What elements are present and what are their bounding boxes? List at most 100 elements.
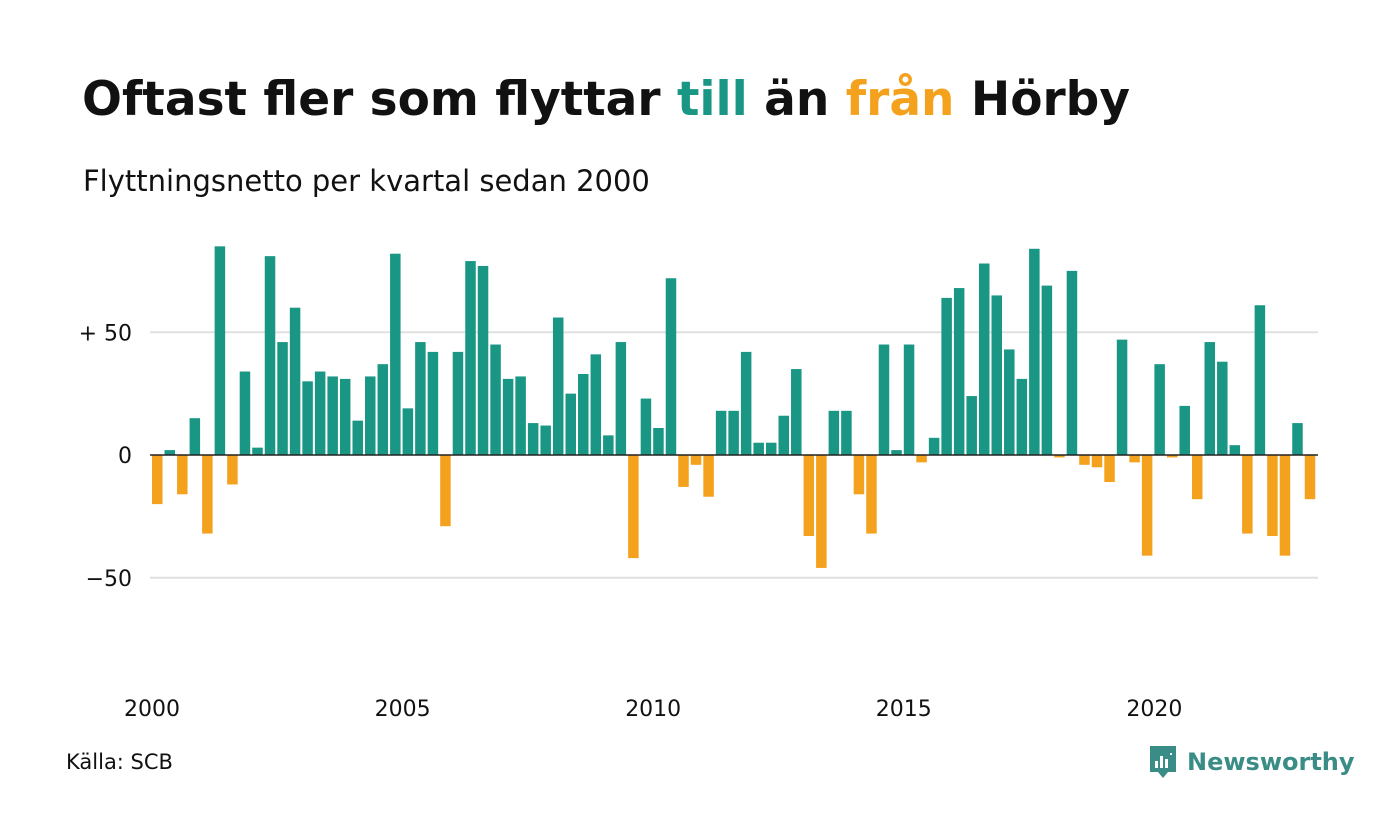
title-part-3: Hörby <box>970 72 1130 127</box>
bar <box>1166 455 1178 458</box>
bar <box>1254 305 1266 455</box>
bar <box>1217 361 1228 455</box>
bar <box>427 351 439 455</box>
bar <box>1242 455 1253 534</box>
bar <box>816 455 827 568</box>
bar <box>365 376 376 455</box>
bar <box>502 378 514 455</box>
bar <box>527 423 539 455</box>
bar <box>1066 270 1078 455</box>
bar <box>452 351 464 455</box>
bar <box>703 455 714 497</box>
bar <box>828 410 840 455</box>
bar <box>728 410 739 455</box>
bar <box>690 455 702 465</box>
bar <box>903 344 915 455</box>
bar <box>653 427 664 455</box>
bar <box>327 376 338 455</box>
bar <box>1304 455 1316 500</box>
bar <box>590 354 602 455</box>
bar <box>1004 349 1015 455</box>
bar <box>978 263 990 455</box>
bar <box>765 442 777 455</box>
bar <box>966 396 977 455</box>
x-tick-label: 2010 <box>625 697 681 722</box>
bar <box>578 373 589 455</box>
brand-logo[interactable]: Newsworthy <box>1148 742 1355 782</box>
bar <box>1191 455 1203 500</box>
bar <box>1279 455 1291 556</box>
bar <box>1229 445 1241 455</box>
bar <box>866 455 877 534</box>
bar <box>239 371 251 455</box>
bar <box>665 278 677 455</box>
y-tick-label: −50 <box>86 567 132 592</box>
bar <box>891 450 902 455</box>
bar <box>1267 455 1278 537</box>
bar <box>778 415 789 455</box>
bar <box>1204 342 1216 455</box>
bar <box>314 371 326 455</box>
bar <box>214 246 226 455</box>
x-tick-label: 2000 <box>124 697 180 722</box>
source-note: Källa: SCB <box>66 750 173 774</box>
bar <box>1141 455 1153 556</box>
bar <box>1016 378 1028 455</box>
bar <box>1154 364 1165 455</box>
x-tick-label: 2005 <box>375 697 431 722</box>
bar <box>152 455 163 505</box>
bar <box>164 450 176 455</box>
bar <box>339 378 351 455</box>
bar <box>490 344 501 455</box>
bar <box>1104 455 1115 483</box>
title-part-1: Oftast fler som flyttar <box>82 72 661 127</box>
bar <box>928 437 940 455</box>
bar <box>916 455 927 463</box>
bar <box>302 381 313 455</box>
x-tick-label: 2015 <box>876 697 932 722</box>
bar <box>878 344 890 455</box>
y-tick-label: 0 <box>118 444 132 469</box>
bar-chart: + 50 0 −50 2000 2005 2010 2015 2020 <box>79 246 1318 722</box>
bar <box>440 455 451 527</box>
brand-name: Newsworthy <box>1187 748 1355 776</box>
bar <box>552 317 564 455</box>
title-highlight-till: till <box>676 72 748 127</box>
bar <box>540 425 551 455</box>
bar <box>289 307 301 455</box>
bar <box>740 351 752 455</box>
bar <box>615 342 627 455</box>
newsworthy-logo-icon <box>1150 746 1176 778</box>
bar <box>515 376 526 455</box>
bar <box>477 265 489 455</box>
bar <box>352 420 363 455</box>
bar <box>565 393 576 455</box>
bar <box>991 295 1003 455</box>
chart-title: Oftast fler som flyttar till än från Hör… <box>82 72 1130 127</box>
bar <box>1116 339 1128 455</box>
title-highlight-fran: från <box>845 72 955 127</box>
bar <box>402 408 414 455</box>
bar <box>791 369 802 455</box>
bar <box>1041 285 1053 455</box>
bar <box>628 455 639 559</box>
bar <box>390 253 401 455</box>
bar <box>715 410 727 455</box>
bar <box>189 418 201 455</box>
bar <box>277 342 288 455</box>
bar <box>678 455 689 487</box>
bar <box>177 455 188 495</box>
chart-subtitle: Flyttningsnetto per kvartal sedan 2000 <box>83 164 650 198</box>
bar <box>377 364 389 455</box>
x-tick-label: 2020 <box>1126 697 1182 722</box>
bar <box>1091 455 1103 468</box>
bar <box>753 442 764 455</box>
title-part-2: än <box>764 72 830 127</box>
bar <box>1029 248 1040 455</box>
bar <box>803 455 815 537</box>
bar <box>953 288 965 455</box>
bar <box>264 256 276 455</box>
y-tick-label: + 50 <box>79 321 132 346</box>
bar <box>415 342 426 455</box>
bar <box>1179 405 1190 455</box>
